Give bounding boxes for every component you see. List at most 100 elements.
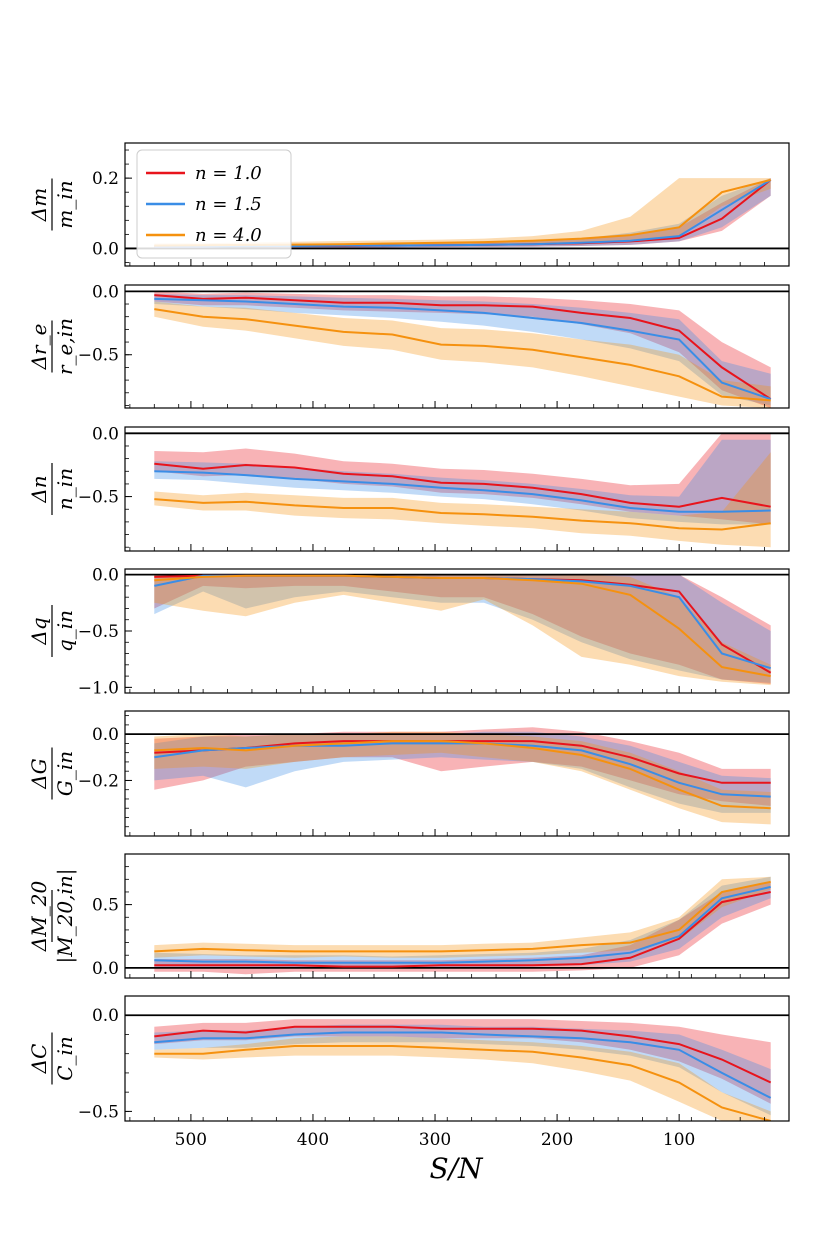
plot-area [125,1014,789,1121]
y-tick-label: 0.0 [92,424,119,444]
panel-frame [124,710,790,837]
y-axis-label: Δq q_in [27,605,77,657]
y-tick-label: −1.0 [78,678,119,698]
series-line-n1 [154,891,771,968]
series-line-n1 [154,294,772,400]
x-tick-label: 400 [297,1130,329,1150]
y-label-denominator: q_in [53,610,77,652]
panel-frame [124,426,790,552]
y-tick-label: −0.5 [78,346,119,366]
series-line-n15 [154,1031,772,1099]
panel-7: 0.0−0.5ΔC C_in [27,995,790,1122]
y-tick-label: 0.0 [92,282,119,302]
y-label-numerator: ΔG [27,758,51,789]
y-axis-label: ΔC C_in [27,1032,77,1085]
legend-label-n1: n = 1.0 [195,163,262,184]
series-line-n4 [154,574,771,678]
band-n4 [154,452,771,548]
panel-frame [124,284,790,409]
y-tick-label: 0.5 [92,896,119,916]
band-n15 [154,293,771,406]
panel-6: 0.0 0.5 ΔM_20 |M_20,in| [27,853,790,979]
y-label-denominator: G_in [53,751,77,796]
band-n1 [154,574,771,684]
band-n1 [154,727,771,806]
y-label-denominator: r_e,in [53,318,77,375]
series-line-n15 [154,470,771,513]
series-line-n15 [154,885,771,964]
y-label-numerator: ΔM_20 [27,881,51,953]
plot-area [125,432,789,548]
legend-label-n4: n = 4.0 [195,225,262,246]
y-label-denominator: |M_20,in| [53,868,78,963]
y-tick-label: −0.2 [78,771,119,791]
series-line-n1 [154,462,771,508]
panels-group: 0.00.2Δm m_in0.0−0.5Δr_e r_e,in0.0−0.5Δn n_… [27,142,790,1122]
plot-area [125,573,789,686]
legend-box [136,149,292,259]
band-n4 [154,574,771,686]
x-tick-label: 500 [175,1130,207,1150]
y-tick-label: 0.0 [92,959,119,979]
x-axis-label: S/N [429,1152,484,1185]
series-line-n1 [154,1025,772,1084]
band-n1 [154,291,771,408]
panel-5: 0.0−0.2ΔG G_in [27,710,790,837]
panel-2: 0.0−0.5Δr_e r_e,in [27,282,790,409]
series-line-n4 [154,498,771,531]
y-tick-label: 0.0 [92,725,119,745]
y-axis-label: Δr_e r_e,in [27,318,77,375]
x-axis: S/N 500 400 300 200 100 [175,1130,696,1185]
series-line-n15 [154,297,772,401]
y-label-denominator: n_in [53,468,77,510]
y-label-denominator: m_in [53,180,77,228]
band-n15 [154,574,771,683]
y-label-numerator: Δr_e [27,324,51,371]
panel-1: 0.0 0.2 Δm m_in [27,142,790,267]
x-tick-label: 300 [419,1130,451,1150]
series-line-n4 [154,740,771,810]
band-n15 [154,731,771,813]
y-label-numerator: Δn [27,475,51,503]
x-tick-label: 100 [663,1130,695,1150]
legend: n = 1.0 n = 1.5 n = 4.0 [136,149,292,259]
y-tick-label: 0.0 [92,566,119,586]
band-n4 [154,1036,771,1121]
series-line-n4 [154,880,771,953]
band-n4 [154,178,771,248]
y-tick-label: 0.2 [92,169,119,189]
y-label-numerator: ΔC [27,1044,51,1075]
series-line-n4 [154,1045,771,1121]
y-axis-label: Δm m_in [27,178,77,231]
band-n15 [154,876,771,968]
y-axis-label: ΔG G_in [27,747,77,800]
y-tick-label: −0.5 [78,1102,119,1122]
band-n15 [154,1024,771,1116]
y-label-denominator: C_in [53,1036,77,1081]
y-axis-label: Δn n_in [27,463,77,515]
band-n4 [154,876,771,958]
panel-frame [124,142,790,267]
panel-frame [124,853,790,979]
y-tick-label: 0.0 [92,1006,119,1026]
band-n1 [154,433,771,525]
y-tick-label: −0.5 [78,488,119,508]
plot-area [125,727,789,825]
y-tick-label: −0.5 [78,622,119,642]
series-line-n15 [154,742,771,798]
panel-frame [124,995,790,1122]
legend-label-n15: n = 1.5 [195,194,262,215]
panel-3: 0.0−0.5Δn n_in [27,424,790,552]
band-n1 [154,881,771,975]
x-tick-label: 200 [541,1130,573,1150]
panel-4: 0.0 −0.5 −1.0 Δq q_in [27,566,790,698]
plot-area [125,876,789,975]
y-label-numerator: Δq [27,617,51,645]
y-axis-label: ΔM_20 |M_20,in| [27,868,78,963]
y-label-numerator: Δm [27,188,51,222]
band-n15 [154,439,771,525]
plot-area [125,290,789,408]
y-tick-label: 0.0 [92,239,119,259]
series-line-n4 [154,308,771,402]
